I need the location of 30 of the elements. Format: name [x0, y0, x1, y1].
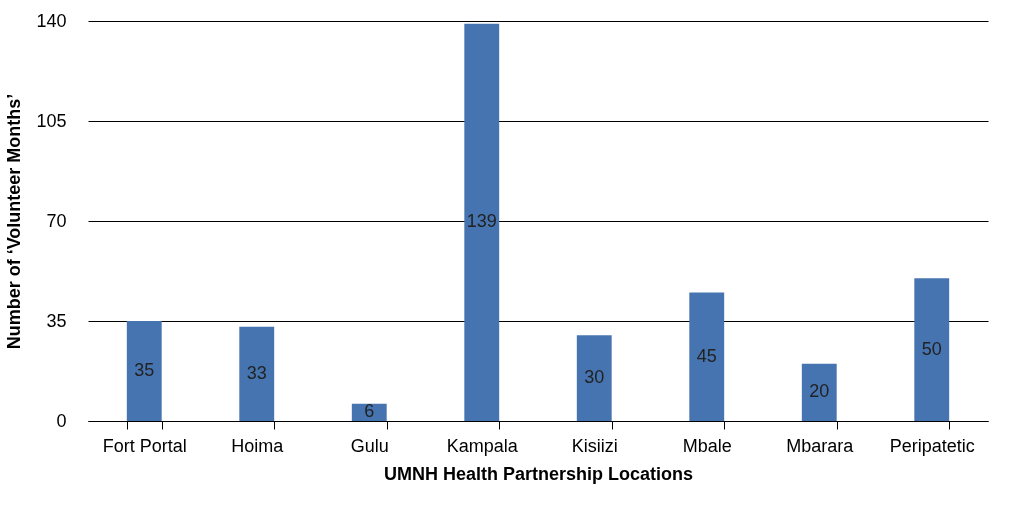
x-tick-label: Kisiizi [571, 435, 618, 456]
y-tick-label: 35 [46, 310, 67, 331]
data-label: 30 [584, 367, 605, 388]
x-tick-label: Mbarara [786, 435, 855, 456]
bar [801, 363, 837, 421]
bar [914, 278, 950, 421]
data-label: 6 [364, 401, 375, 422]
x-axis-title: UMNH Health Partnership Locations [383, 463, 694, 484]
data-label: 45 [696, 345, 717, 366]
bar [464, 23, 500, 421]
x-tick-label: Gulu [350, 435, 389, 456]
x-tick-label: Kampala [446, 435, 519, 456]
bar [126, 321, 162, 421]
data-label: 20 [809, 381, 830, 402]
data-label: 35 [134, 360, 155, 380]
bar [689, 292, 725, 421]
y-tick-label: 70 [46, 210, 67, 231]
bar [576, 335, 612, 421]
x-tick-label: Fort Portal [102, 435, 187, 456]
y-tick-label: 0 [56, 410, 67, 431]
x-tick-label: Hoima [231, 435, 285, 456]
data-label: 139 [466, 211, 497, 232]
y-axis-title: Number of ‘Volunteer Months’ [4, 93, 25, 350]
x-tick-label: Mbale [682, 435, 732, 456]
y-tick-label: 140 [36, 10, 67, 31]
bar [239, 326, 275, 421]
data-label: 33 [246, 362, 267, 383]
x-tick-label: Peripatetic [889, 435, 975, 456]
y-tick-label: 105 [36, 110, 67, 131]
data-label: 50 [921, 338, 942, 359]
